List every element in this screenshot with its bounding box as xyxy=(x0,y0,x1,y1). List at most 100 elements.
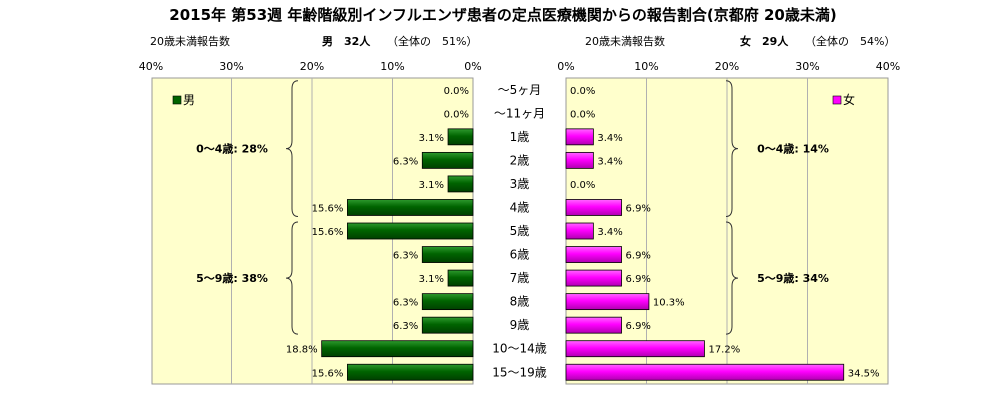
male-value-label: 18.8% xyxy=(286,345,318,356)
category-label: ～11ヶ月 xyxy=(494,106,545,120)
male-bar xyxy=(347,222,474,240)
female-value-label: 6.9% xyxy=(626,251,651,262)
male-legend-swatch xyxy=(172,95,182,105)
male-tick-label: 0% xyxy=(464,60,481,73)
female-value-label: 0.0% xyxy=(570,86,595,97)
female-bar xyxy=(565,269,622,287)
male-bar xyxy=(347,199,474,216)
male-bar xyxy=(447,128,474,146)
female-group-brace xyxy=(725,80,739,217)
category-label: 15～19歳 xyxy=(492,365,547,379)
female-value-label: 6.9% xyxy=(626,274,651,285)
male-value-label: 6.3% xyxy=(393,251,418,262)
female-value-label: 6.9% xyxy=(626,321,651,332)
female-bar xyxy=(565,363,845,381)
female-bar xyxy=(565,246,622,263)
male-value-label: 3.1% xyxy=(419,133,444,144)
female-tick-label: 20% xyxy=(715,60,739,73)
age-category-labels: ～5ヶ月 ～11ヶ月 1歳 2歳 3歳 4歳 5歳 6歳 7歳 8歳 9歳 10～14歳 15～19歳 xyxy=(492,83,547,379)
female-bar xyxy=(565,340,705,358)
female-legend-swatch xyxy=(832,95,842,105)
category-label: 1歳 xyxy=(510,130,530,144)
male-group-label: 5～9歳: 38% xyxy=(196,271,268,285)
male-value-label: 6.3% xyxy=(393,156,418,167)
male-bar xyxy=(421,316,474,334)
female-legend-label: 女 xyxy=(843,92,855,107)
female-bar xyxy=(565,222,594,240)
male-legend: 男 xyxy=(172,93,195,107)
male-group-label: 0～4歳: 28% xyxy=(196,142,268,156)
female-group-brace xyxy=(725,221,739,335)
male-bars xyxy=(321,128,474,381)
male-age-groups: 0～4歳: 28% 5～9歳: 38% xyxy=(196,80,299,335)
male-group-brace xyxy=(285,80,299,217)
chart-title: 2015年 第53週 年齢階級別インフルエンザ患者の定点医療機関からの報告割合(… xyxy=(169,6,836,24)
male-tick-label: 20% xyxy=(300,60,324,73)
male-value-label: 15.6% xyxy=(312,203,344,214)
male-bar xyxy=(421,293,474,311)
male-bar xyxy=(421,151,474,169)
female-header-label: 20歳未満報告数 xyxy=(585,35,665,48)
male-value-label: 3.1% xyxy=(419,180,444,191)
female-bar xyxy=(565,199,622,216)
male-bar xyxy=(347,363,474,381)
male-count: 男 32人 xyxy=(322,34,371,48)
female-count: 女 29人 xyxy=(740,34,789,48)
male-group-brace xyxy=(285,221,299,335)
female-age-groups: 0～4歳: 14% 5～9歳: 34% xyxy=(725,80,829,335)
female-value-label: 6.9% xyxy=(626,203,651,214)
female-value-label: 0.0% xyxy=(570,180,595,191)
female-tick-label: 10% xyxy=(634,60,658,73)
female-tick-label: 40% xyxy=(876,60,900,73)
male-value-label: 0.0% xyxy=(444,109,469,120)
category-label: 6歳 xyxy=(510,248,530,262)
category-label: 10～14歳 xyxy=(492,342,547,356)
female-axis-ticks: 0% 10% 20% 30% 40% xyxy=(557,60,900,73)
female-share: （全体の 54%） xyxy=(805,34,895,48)
male-value-labels: 0.0% 0.0% 3.1% 6.3% 3.1% 15.6% 15.6% 6.3% 3.1% 6.… xyxy=(286,86,469,379)
male-axis-ticks: 40% 30% 20% 10% 0% xyxy=(139,60,482,73)
female-tick-label: 0% xyxy=(557,60,574,73)
male-value-label: 15.6% xyxy=(312,227,344,238)
male-bar xyxy=(447,269,474,287)
female-value-label: 3.4% xyxy=(597,133,622,144)
female-value-label: 3.4% xyxy=(597,156,622,167)
category-label: ～5ヶ月 xyxy=(498,83,542,97)
category-label: 7歳 xyxy=(510,271,530,285)
category-label: 3歳 xyxy=(510,177,530,191)
female-value-label: 3.4% xyxy=(597,227,622,238)
male-value-label: 3.1% xyxy=(419,274,444,285)
male-bar xyxy=(447,175,474,193)
female-bar xyxy=(565,316,622,334)
male-value-label: 6.3% xyxy=(393,298,418,309)
female-value-label: 34.5% xyxy=(848,368,880,379)
category-label: 4歳 xyxy=(510,200,530,214)
female-group-label: 5～9歳: 34% xyxy=(757,271,829,285)
male-tick-label: 40% xyxy=(139,60,163,73)
male-bar xyxy=(421,246,474,263)
male-header-label: 20歳未満報告数 xyxy=(150,35,230,48)
male-value-label: 6.3% xyxy=(393,321,418,332)
female-legend: 女 xyxy=(832,92,855,107)
female-value-label: 17.2% xyxy=(708,345,740,356)
female-value-label: 0.0% xyxy=(570,109,595,120)
category-label: 5歳 xyxy=(510,224,530,238)
male-legend-label: 男 xyxy=(183,93,195,107)
male-bar xyxy=(321,340,474,358)
category-label: 8歳 xyxy=(510,295,530,309)
male-tick-label: 30% xyxy=(219,60,243,73)
female-group-label: 0～4歳: 14% xyxy=(757,142,829,156)
female-value-labels: 0.0% 0.0% 3.4% 3.4% 0.0% 6.9% 3.4% 6.9% 6.9% 10.3… xyxy=(570,86,880,379)
female-tick-label: 30% xyxy=(795,60,819,73)
category-label: 9歳 xyxy=(510,318,530,332)
female-value-label: 10.3% xyxy=(653,298,685,309)
male-value-label: 0.0% xyxy=(444,86,469,97)
male-value-label: 15.6% xyxy=(312,368,344,379)
male-tick-label: 10% xyxy=(380,60,404,73)
category-label: 2歳 xyxy=(510,153,530,167)
female-bar xyxy=(565,128,594,146)
female-bar xyxy=(565,293,650,311)
female-bar xyxy=(565,151,594,169)
male-share: （全体の 51%） xyxy=(387,34,477,48)
